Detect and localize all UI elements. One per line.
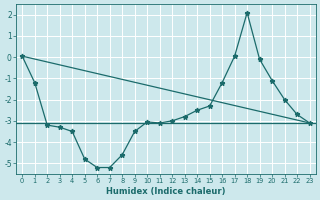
- X-axis label: Humidex (Indice chaleur): Humidex (Indice chaleur): [106, 187, 226, 196]
